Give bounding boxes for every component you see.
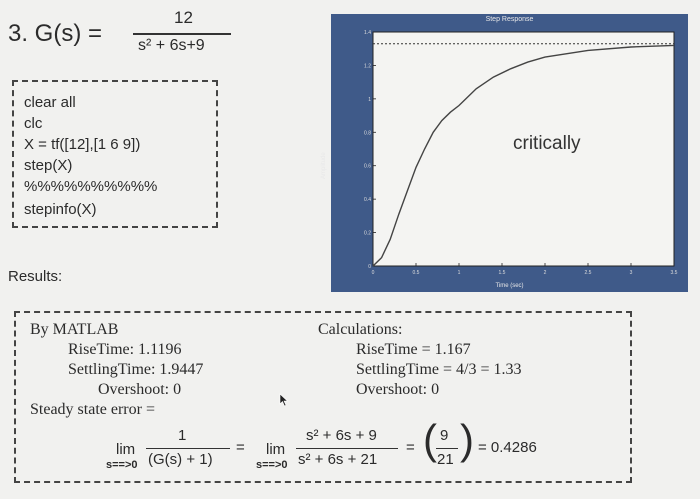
x-tick-label: 2.5 xyxy=(585,270,592,276)
left-paren: ( xyxy=(423,416,437,463)
results-box: By MATLAB RiseTime: 1.1196 SettlingTime:… xyxy=(14,311,632,483)
y-tick-label: 0.8 xyxy=(364,130,371,136)
equals-sign: = xyxy=(406,439,415,456)
calculations-heading: Calculations: xyxy=(318,321,403,338)
y-tick-label: 0.6 xyxy=(364,164,371,170)
step-response-plot: Step Response 0 0.2 0.4 0.6 0.8 1 1.2 1.4 0 0.5 1 1… xyxy=(321,14,688,292)
code-line: clc xyxy=(24,115,43,132)
limit-1-subscript: s==>0 xyxy=(106,459,138,471)
x-tick-label: 0.5 xyxy=(413,270,420,276)
problem-label: 3. G(s) = xyxy=(8,20,103,47)
mouse-cursor-icon xyxy=(279,393,289,407)
fraction-1-bar xyxy=(146,448,230,450)
transfer-function-denominator: s² + 6s+9 xyxy=(138,37,205,54)
fraction-1-numerator: 1 xyxy=(178,427,187,444)
y-tick-label: 1.4 xyxy=(364,30,371,36)
x-tick-label: 3 xyxy=(630,270,633,276)
x-tick-label: 2 xyxy=(544,270,547,276)
matlab-settling-time: SettlingTime: 1.9447 xyxy=(68,361,204,378)
plot-canvas: 0 0.2 0.4 0.6 0.8 1 1.2 1.4 0 0.5 1 1.5 2 2.5 3 3.5 xyxy=(364,30,678,276)
y-tick-label: 0.2 xyxy=(364,231,371,237)
equals-sign: = xyxy=(236,439,245,456)
code-line: X = tf([12],[1 6 9]) xyxy=(24,136,141,153)
critically-annotation: critically xyxy=(513,133,581,154)
fraction-2-bar xyxy=(296,448,398,450)
x-tick-label: 1 xyxy=(458,270,461,276)
matlab-rise-time: RiseTime: 1.1196 xyxy=(68,341,182,358)
plot-area xyxy=(372,31,675,267)
calc-settling-time: SettlingTime = 4/3 = 1.33 xyxy=(356,361,522,378)
y-tick-label: 1.2 xyxy=(364,63,371,69)
right-paren: ) xyxy=(460,416,474,463)
y-tick-label: 0.4 xyxy=(364,197,371,203)
code-line: %%%%%%%%%% xyxy=(24,178,158,195)
results-heading: Results: xyxy=(8,268,63,285)
plot-title: Step Response xyxy=(485,16,534,23)
x-tick-label: 1.5 xyxy=(499,270,506,276)
fraction-2-denominator: s² + 6s + 21 xyxy=(298,451,378,468)
code-line: stepinfo(X) xyxy=(24,201,97,218)
fraction-2-numerator: s² + 6s + 9 xyxy=(306,427,377,444)
paren-fraction-denominator: 21 xyxy=(437,451,454,468)
limit-2-subscript: s==>0 xyxy=(256,459,288,471)
x-axis-label: Time (sec) xyxy=(495,283,524,289)
matlab-overshoot: Overshoot: 0 xyxy=(98,381,182,398)
fraction-bar xyxy=(133,33,231,35)
calc-rise-time: RiseTime = 1.167 xyxy=(356,341,471,358)
steady-state-error-label: Steady state error = xyxy=(30,401,155,418)
limit-2: lim xyxy=(266,441,286,458)
code-line: step(X) xyxy=(24,157,73,174)
error-result: = 0.4286 xyxy=(478,439,537,456)
code-line: clear all xyxy=(24,94,76,111)
y-axis-label: Amplitude xyxy=(321,152,327,179)
x-tick-label: 3.5 xyxy=(671,270,678,276)
transfer-function-numerator: 12 xyxy=(174,8,193,27)
matlab-heading: By MATLAB xyxy=(30,321,119,338)
y-tick-label: 1 xyxy=(368,97,371,103)
y-tick-label: 0 xyxy=(368,264,371,270)
paren-fraction-numerator: 9 xyxy=(440,427,449,444)
paren-fraction-bar xyxy=(436,448,458,450)
fraction-1-denominator: (G(s) + 1) xyxy=(148,451,213,468)
limit-1: lim xyxy=(116,441,136,458)
calc-overshoot: Overshoot: 0 xyxy=(356,381,440,398)
x-tick-label: 0 xyxy=(372,270,375,276)
step-response-curve xyxy=(372,44,675,267)
matlab-code-box: clear all clc X = tf([12],[1 6 9]) step(… xyxy=(12,80,218,228)
